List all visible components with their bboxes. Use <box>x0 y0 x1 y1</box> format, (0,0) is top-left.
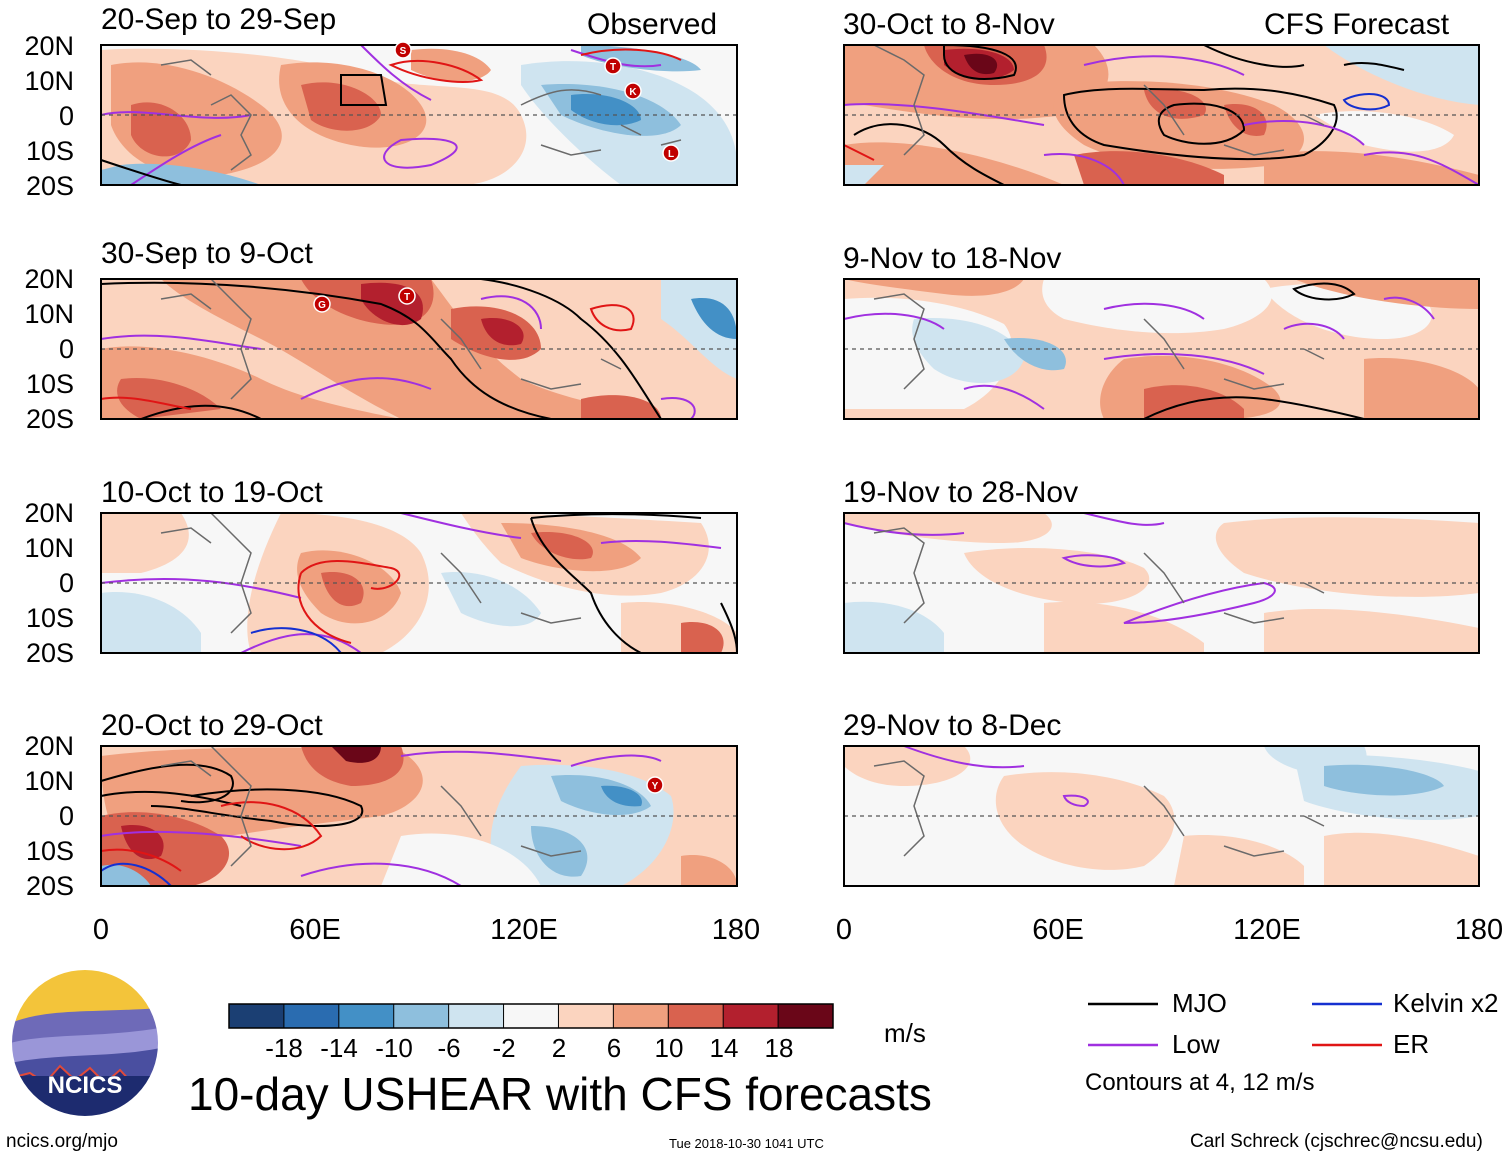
lon-label-left: 120E <box>490 914 558 946</box>
lat-label: 0 <box>58 568 74 598</box>
lat-label: 20N <box>24 264 74 294</box>
lon-label-right: 120E <box>1233 914 1301 946</box>
colorbar-swatch <box>229 1004 285 1028</box>
colorbar-swatch <box>393 1004 450 1028</box>
map-panel-8 <box>843 745 1480 887</box>
lon-label-left: 60E <box>289 914 341 946</box>
lat-label: 10N <box>24 66 74 96</box>
legend-line-mjo <box>1088 1002 1158 1006</box>
lon-label-right: 180 <box>1454 914 1504 946</box>
lon-label-left: 180 <box>711 914 761 946</box>
colorbar-tick-label: 6 <box>606 1033 622 1063</box>
colorbar-unit: m/s <box>884 1018 926 1048</box>
colorbar-swatch <box>668 1004 724 1028</box>
colorbar-tick-label: -14 <box>320 1033 358 1063</box>
ncics-logo: NCICS <box>10 968 160 1118</box>
storm-marker: T <box>398 287 416 305</box>
colorbar-tick-label: 10 <box>654 1033 684 1063</box>
lon-label-left: 0 <box>92 914 110 946</box>
colorbar-tick-label: -6 <box>437 1033 461 1063</box>
colorbar-swatch <box>723 1004 779 1028</box>
contour-note: Contours at 4, 12 m/s <box>1085 1069 1315 1096</box>
map-panel-3 <box>100 512 738 654</box>
storm-marker: L <box>662 144 680 162</box>
legend-label-mjo: MJO <box>1172 988 1227 1018</box>
map-panel-4 <box>100 745 738 887</box>
lon-label-right: 0 <box>835 914 853 946</box>
forecast-label: CFS Forecast <box>1264 8 1450 41</box>
lat-label: 0 <box>58 801 74 831</box>
colorbar-tick-label: 2 <box>551 1033 567 1063</box>
colorbar-swatch <box>558 1004 614 1028</box>
storm-label: T <box>404 292 410 303</box>
colorbar-swatch <box>778 1004 834 1028</box>
colorbar <box>228 1003 834 1029</box>
map-panel-5 <box>843 43 1480 186</box>
panel-title-7: 19-Nov to 28-Nov <box>843 476 1079 509</box>
footer-url[interactable]: ncics.org/mjo <box>6 1131 118 1152</box>
legend-label-low: Low <box>1172 1029 1220 1059</box>
storm-label: G <box>318 300 326 311</box>
legend-line-er <box>1312 1043 1382 1047</box>
storm-marker: K <box>624 82 642 100</box>
main-title: 10-day USHEAR with CFS forecasts <box>188 1068 932 1120</box>
storm-label: L <box>668 149 674 160</box>
legend-label-er: ER <box>1393 1029 1430 1059</box>
colorbar-tick-label: 18 <box>764 1033 794 1063</box>
colorbar-tick-label: -10 <box>375 1033 413 1063</box>
colorbar-swatch <box>503 1004 559 1028</box>
lat-label: 20S <box>25 404 74 434</box>
panel-title-8: 29-Nov to 8-Dec <box>843 709 1062 742</box>
panel-title-6: 9-Nov to 18-Nov <box>843 242 1062 275</box>
map-panel-1 <box>100 44 738 186</box>
storm-marker: Y <box>646 776 664 794</box>
lat-label: 10N <box>24 533 74 563</box>
colorbar-tick-label: 14 <box>709 1033 739 1063</box>
colorbar-swatch <box>448 1004 505 1028</box>
observed-label: Observed <box>587 8 718 41</box>
lat-label: 20N <box>24 31 74 61</box>
storm-label: Y <box>652 781 659 792</box>
lat-label: 20N <box>24 731 74 761</box>
storm-label: T <box>610 62 616 73</box>
map-panel-6 <box>843 278 1480 420</box>
lat-label: 10N <box>24 299 74 329</box>
lat-label: 10N <box>24 766 74 796</box>
lon-label-right: 60E <box>1032 914 1084 946</box>
legend-line-low <box>1088 1043 1158 1047</box>
lat-label: 20N <box>24 498 74 528</box>
lat-label: 20S <box>25 638 74 668</box>
logo-text: NCICS <box>48 1072 123 1099</box>
colorbar-swatch <box>613 1004 669 1028</box>
colorbar-swatch <box>283 1004 340 1028</box>
colorbar-swatch <box>338 1004 395 1028</box>
panel-title-5: 30-Oct to 8-Nov <box>843 8 1055 41</box>
colorbar-tick-label: -2 <box>492 1033 516 1063</box>
lat-label: 0 <box>58 334 74 364</box>
footer-timestamp: Tue 2018-10-30 1041 UTC <box>669 1136 824 1151</box>
legend-label-kelvin: Kelvin x2 <box>1393 988 1499 1018</box>
map-panel-2 <box>100 278 738 420</box>
colorbar-tick-label: -18 <box>265 1033 303 1063</box>
panel-title-3: 10-Oct to 19-Oct <box>101 476 323 509</box>
storm-label: S <box>400 46 407 57</box>
footer-credit: Carl Schreck (cjschrec@ncsu.edu) <box>1190 1131 1483 1152</box>
lat-label: 10S <box>25 603 74 633</box>
storm-marker: S <box>394 41 412 59</box>
panel-title-1: 20-Sep to 29-Sep <box>101 3 337 36</box>
lat-label: 20S <box>25 871 74 901</box>
panel-title-2: 30-Sep to 9-Oct <box>101 237 313 270</box>
lat-label: 10S <box>25 836 74 866</box>
storm-marker: T <box>604 57 622 75</box>
lat-label: 20S <box>25 171 74 201</box>
map-panel-7 <box>843 512 1480 654</box>
storm-label: K <box>629 87 637 98</box>
lat-label: 10S <box>25 369 74 399</box>
panel-title-4: 20-Oct to 29-Oct <box>101 709 323 742</box>
lat-label: 0 <box>58 101 74 131</box>
lat-label: 10S <box>25 136 74 166</box>
legend-line-kelvin <box>1312 1002 1382 1006</box>
storm-marker: G <box>313 295 331 313</box>
colorbar-border <box>228 1003 834 1029</box>
